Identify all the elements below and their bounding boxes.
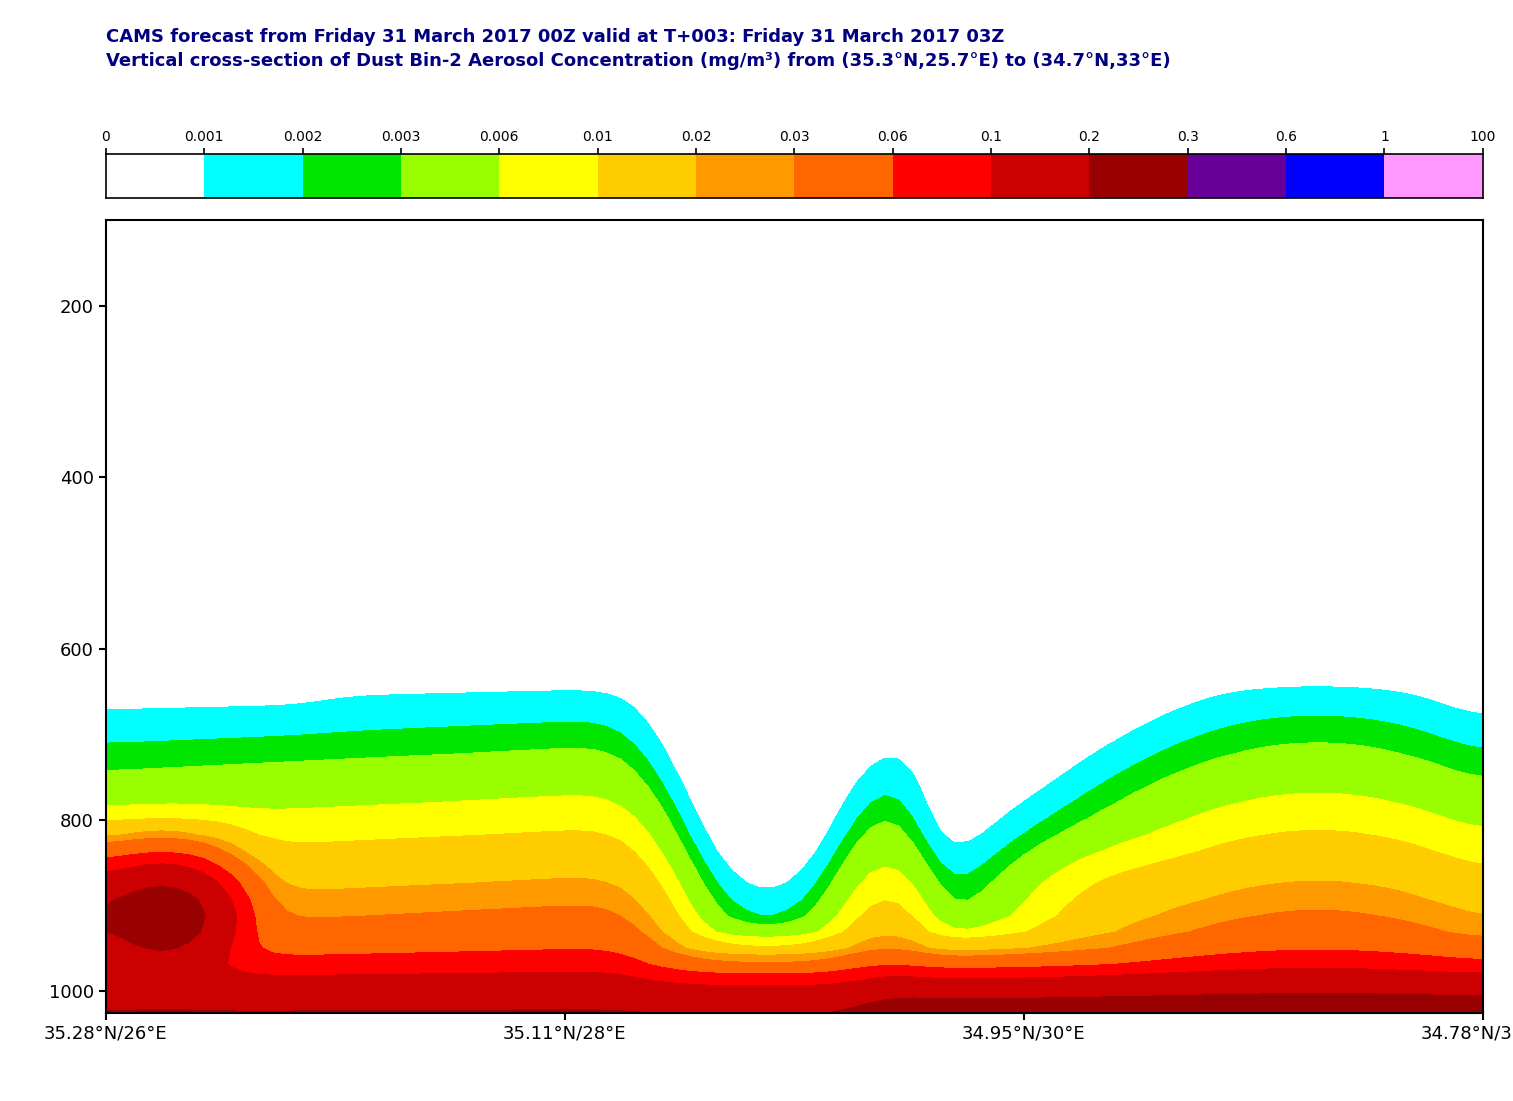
Bar — [1286, 154, 1384, 198]
Bar — [204, 154, 303, 198]
Bar — [106, 154, 204, 198]
Text: Vertical cross-section of Dust Bin-2 Aerosol Concentration (mg/m³) from (35.3°N,: Vertical cross-section of Dust Bin-2 Aer… — [106, 52, 1171, 69]
Bar — [1089, 154, 1188, 198]
Bar — [893, 154, 991, 198]
Bar — [598, 154, 696, 198]
Text: CAMS forecast from Friday 31 March 2017 00Z valid at T+003: Friday 31 March 2017: CAMS forecast from Friday 31 March 2017 … — [106, 28, 1005, 45]
Bar — [991, 154, 1089, 198]
Bar — [499, 154, 598, 198]
Bar — [1188, 154, 1286, 198]
Bar — [794, 154, 893, 198]
Bar — [401, 154, 499, 198]
Bar — [303, 154, 401, 198]
Bar — [696, 154, 794, 198]
Bar — [1384, 154, 1483, 198]
